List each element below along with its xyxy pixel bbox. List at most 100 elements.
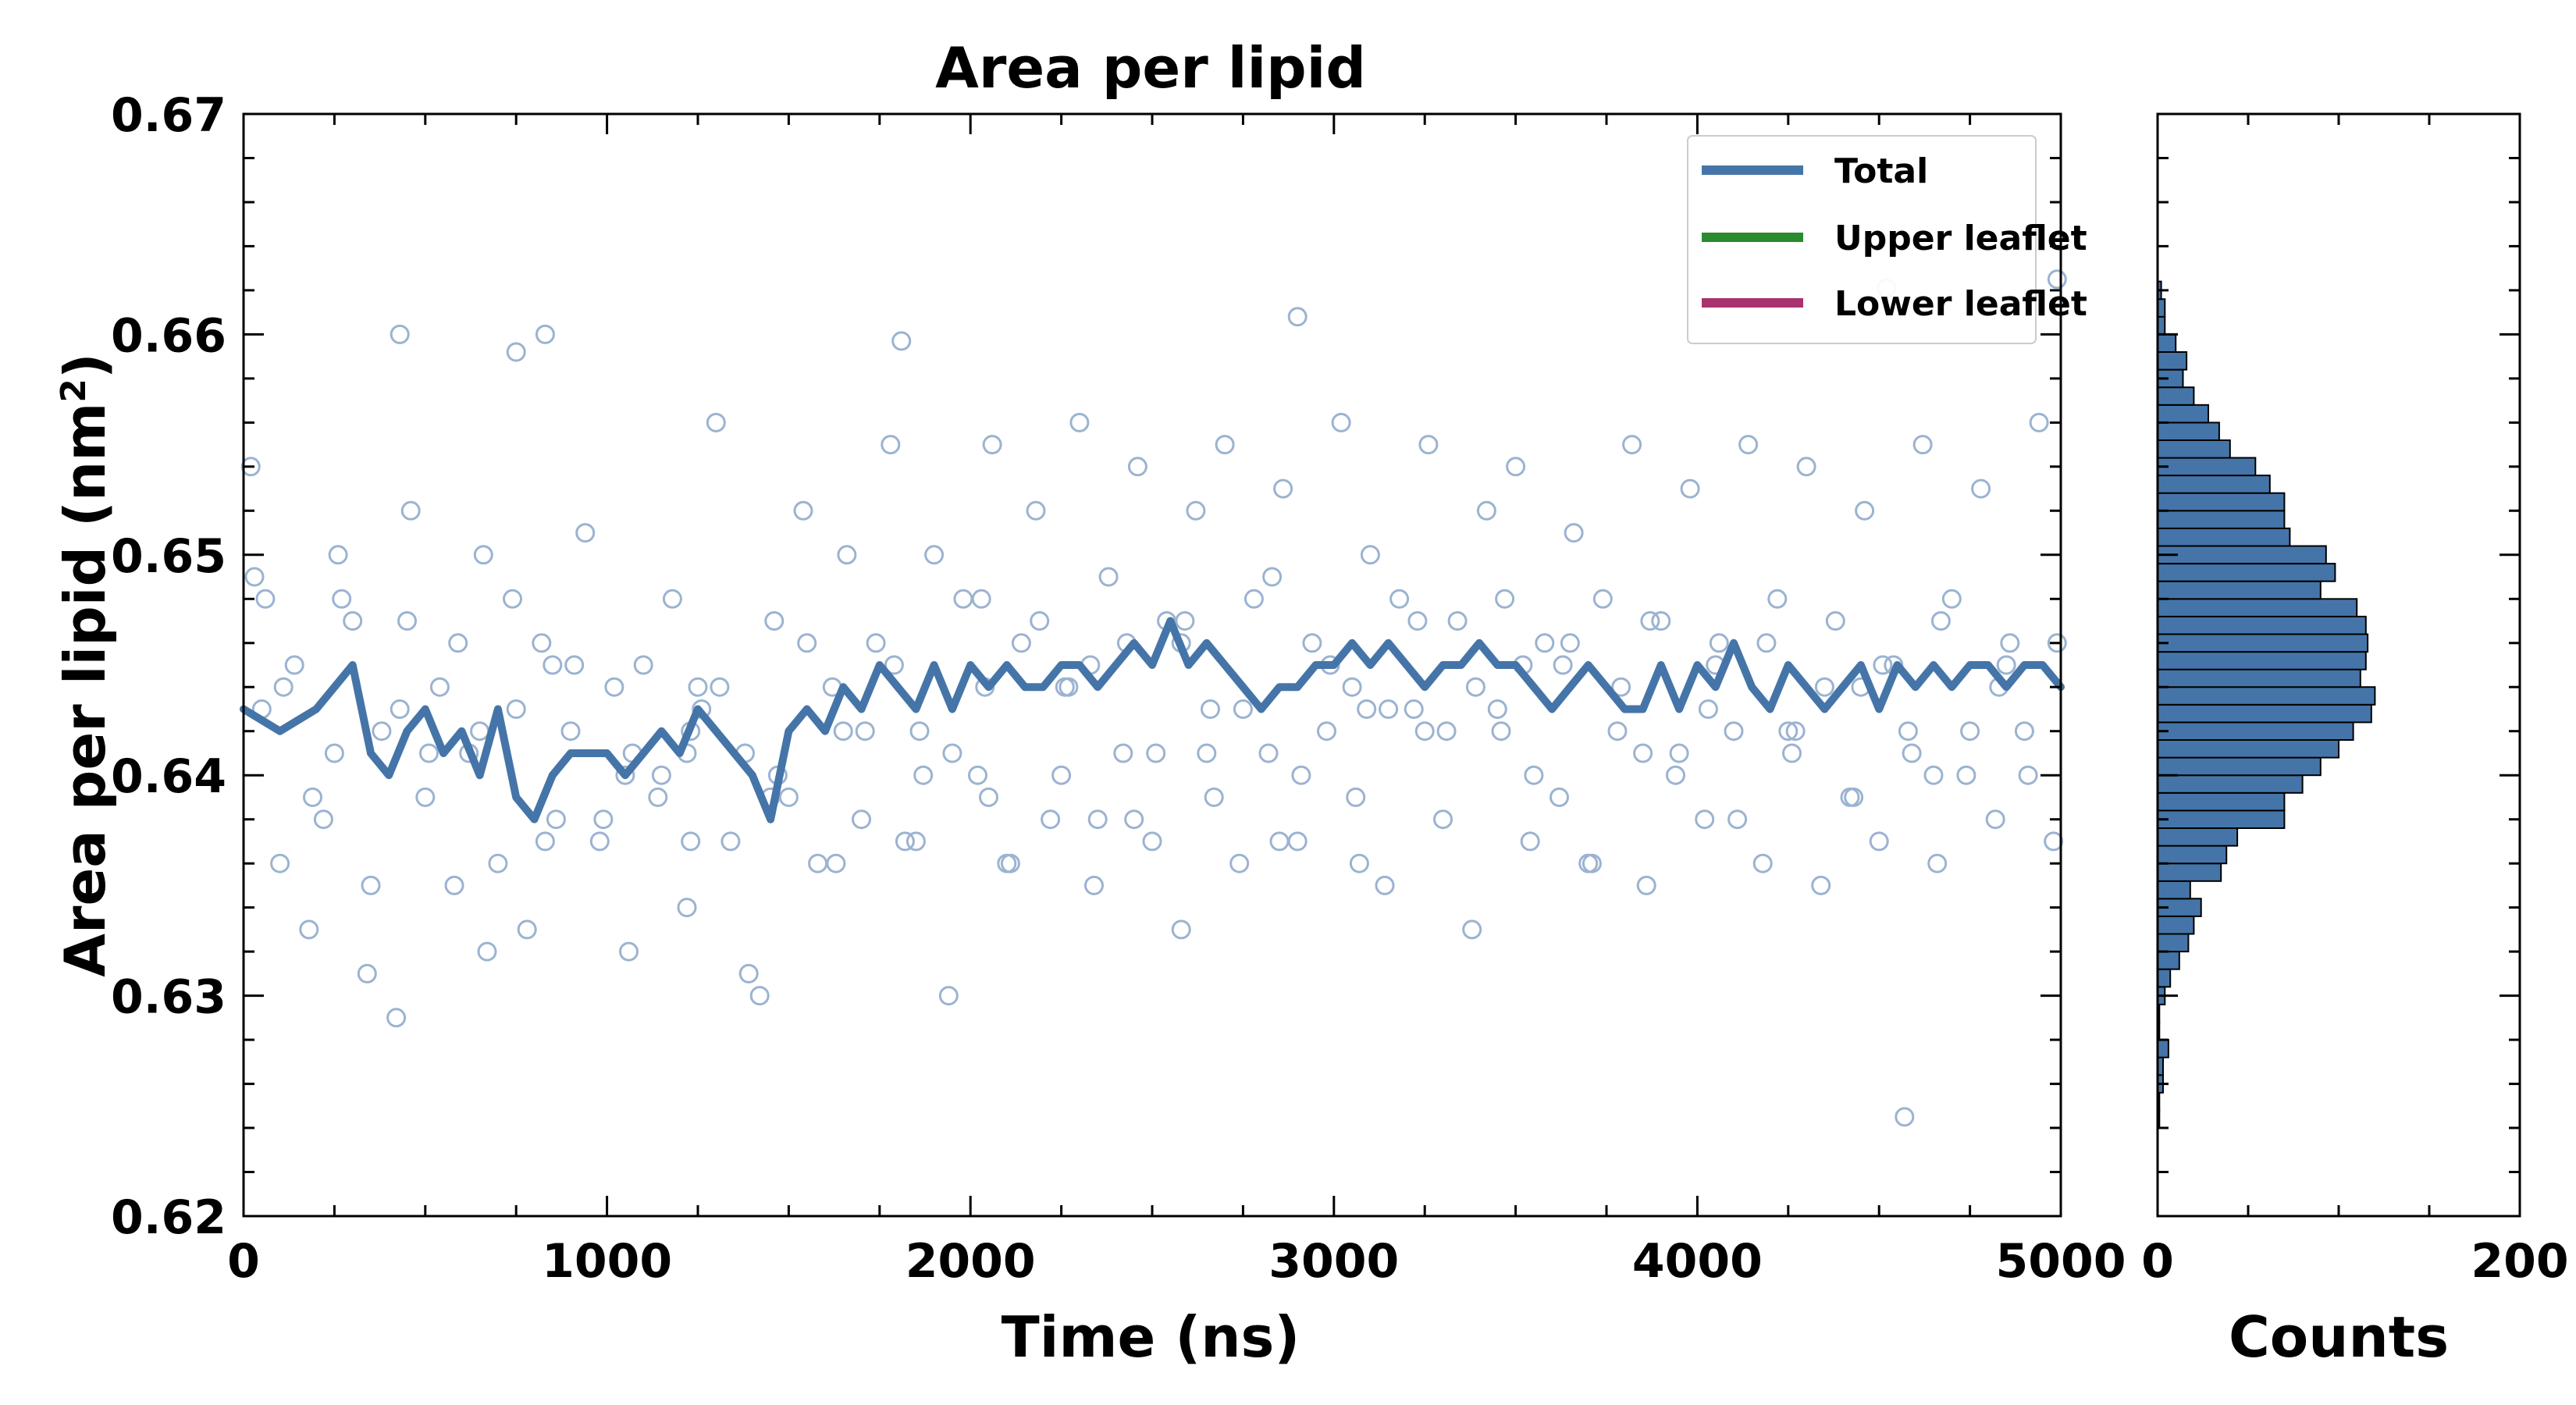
scatter-point [1030, 611, 1050, 631]
scatter-point [1262, 567, 1283, 587]
scatter-point [808, 853, 828, 873]
legend-item-upper-leaflet: Upper leaflet [1702, 219, 2087, 258]
scatter-point [1873, 655, 1893, 675]
scatter-point [1709, 633, 1729, 653]
scatter-point [1785, 721, 1806, 742]
histogram-chart: 0 200 Counts [2141, 112, 2569, 1370]
x-tick-label: 2000 [906, 1234, 1036, 1289]
scatter-point [1059, 677, 1079, 697]
scatter-point [1869, 831, 1889, 852]
scatter-point [1844, 787, 1864, 807]
histogram-bar [2157, 439, 2231, 459]
scatter-point [1592, 589, 1613, 609]
scatter-point [372, 721, 392, 742]
scatter-point [503, 589, 522, 609]
histogram-bar [2157, 686, 2376, 706]
histogram-bar [2157, 333, 2177, 353]
scatter-point [1084, 875, 1104, 895]
histogram-bar [2157, 668, 2361, 688]
scatter-point [1941, 589, 1962, 609]
scatter-point [1011, 633, 1031, 653]
main-axis-ticks [242, 112, 2062, 1218]
main-plot-area [240, 269, 2067, 1127]
scatter-point [924, 545, 945, 565]
scatter-point [303, 787, 322, 807]
scatter-point [1124, 809, 1144, 830]
scatter-point [448, 633, 468, 653]
scatter-point [1379, 699, 1399, 719]
scatter-point [738, 963, 759, 984]
scatter-point [1204, 787, 1224, 807]
scatter-point [1273, 478, 1293, 499]
histogram-bar [2157, 457, 2257, 477]
scatter-point [633, 655, 653, 675]
histogram-bar [2157, 475, 2271, 494]
scatter-point [535, 324, 555, 344]
scatter-point [1487, 699, 1507, 719]
scatter-point [1233, 699, 1253, 719]
scatter-point [546, 809, 566, 830]
scatter-point [506, 699, 526, 719]
scatter-point [1375, 875, 1395, 895]
scatter-point [2018, 765, 2038, 785]
scatter-point [833, 721, 853, 742]
scatter-point [1506, 457, 1526, 477]
x-tick-label: 3000 [1268, 1234, 1399, 1289]
scatter-point [1811, 875, 1831, 895]
scatter-point [357, 963, 377, 984]
scatter-point [1462, 919, 1482, 940]
scatter-point [1767, 589, 1788, 609]
y-tick-labels: 0.62 0.63 0.64 0.65 0.66 0.67 [111, 88, 226, 1245]
scatter-point [2044, 831, 2064, 852]
scatter-point [535, 831, 555, 852]
scatter-point [1360, 545, 1380, 565]
scatter-point [1433, 809, 1453, 830]
scatter-point [1418, 435, 1439, 455]
scatter-point [909, 721, 930, 742]
scatter-point [764, 611, 785, 631]
histogram-bar [2157, 633, 2369, 653]
scatter-point [1051, 765, 1072, 785]
scatter-point [855, 721, 875, 742]
scatter-point [473, 545, 493, 565]
histogram-bar [2157, 1039, 2169, 1058]
scatter-point [2047, 633, 2067, 653]
x-axis-label: Time (ns) [1002, 1304, 1300, 1370]
y-tick-label: 0.66 [111, 308, 226, 363]
scatter-point [826, 853, 846, 873]
histogram-x-tick-labels: 0 200 [2141, 1234, 2569, 1289]
y-tick-label: 0.62 [111, 1190, 226, 1245]
scatter-point [1142, 831, 1162, 852]
scatter-point [1087, 809, 1108, 830]
scatter-point [1041, 809, 1061, 830]
scatter-point [1491, 721, 1511, 742]
legend-item-lower-leaflet: Lower leaflet [1702, 284, 2087, 324]
scatter-series [240, 269, 2067, 1127]
scatter-point [1560, 633, 1580, 653]
histogram-axis-ticks [2156, 112, 2521, 1218]
scatter-point [1127, 457, 1147, 477]
scatter-point [324, 743, 344, 763]
scatter-point [778, 787, 799, 807]
scatter-point [1927, 853, 1948, 873]
scatter-point [1727, 809, 1748, 830]
scatter-point [1669, 743, 1689, 763]
histogram-bar [2157, 791, 2286, 812]
scatter-point [1651, 611, 1671, 631]
scatter-point [1389, 589, 1410, 609]
y-axis-label-close: ) [52, 353, 118, 379]
scatter-point [517, 919, 537, 940]
scatter-point [1582, 853, 1602, 873]
scatter-point [1495, 589, 1515, 609]
scatter-point [982, 435, 1002, 455]
scatter-point [429, 677, 450, 697]
legend-label-total: Total [1834, 151, 1928, 191]
histogram-bar [2157, 703, 2372, 724]
main-chart: Area per lipid 0 1000 2000 3000 4000 5000 0.6… [52, 35, 2126, 1370]
histogram-bar [2157, 527, 2291, 547]
legend-label-lower-leaflet: Lower leaflet [1834, 284, 2087, 324]
scatter-point [1985, 809, 2005, 830]
scatter-point [913, 765, 934, 785]
scatter-point [1113, 743, 1133, 763]
y-tick-label: 0.63 [111, 970, 226, 1025]
